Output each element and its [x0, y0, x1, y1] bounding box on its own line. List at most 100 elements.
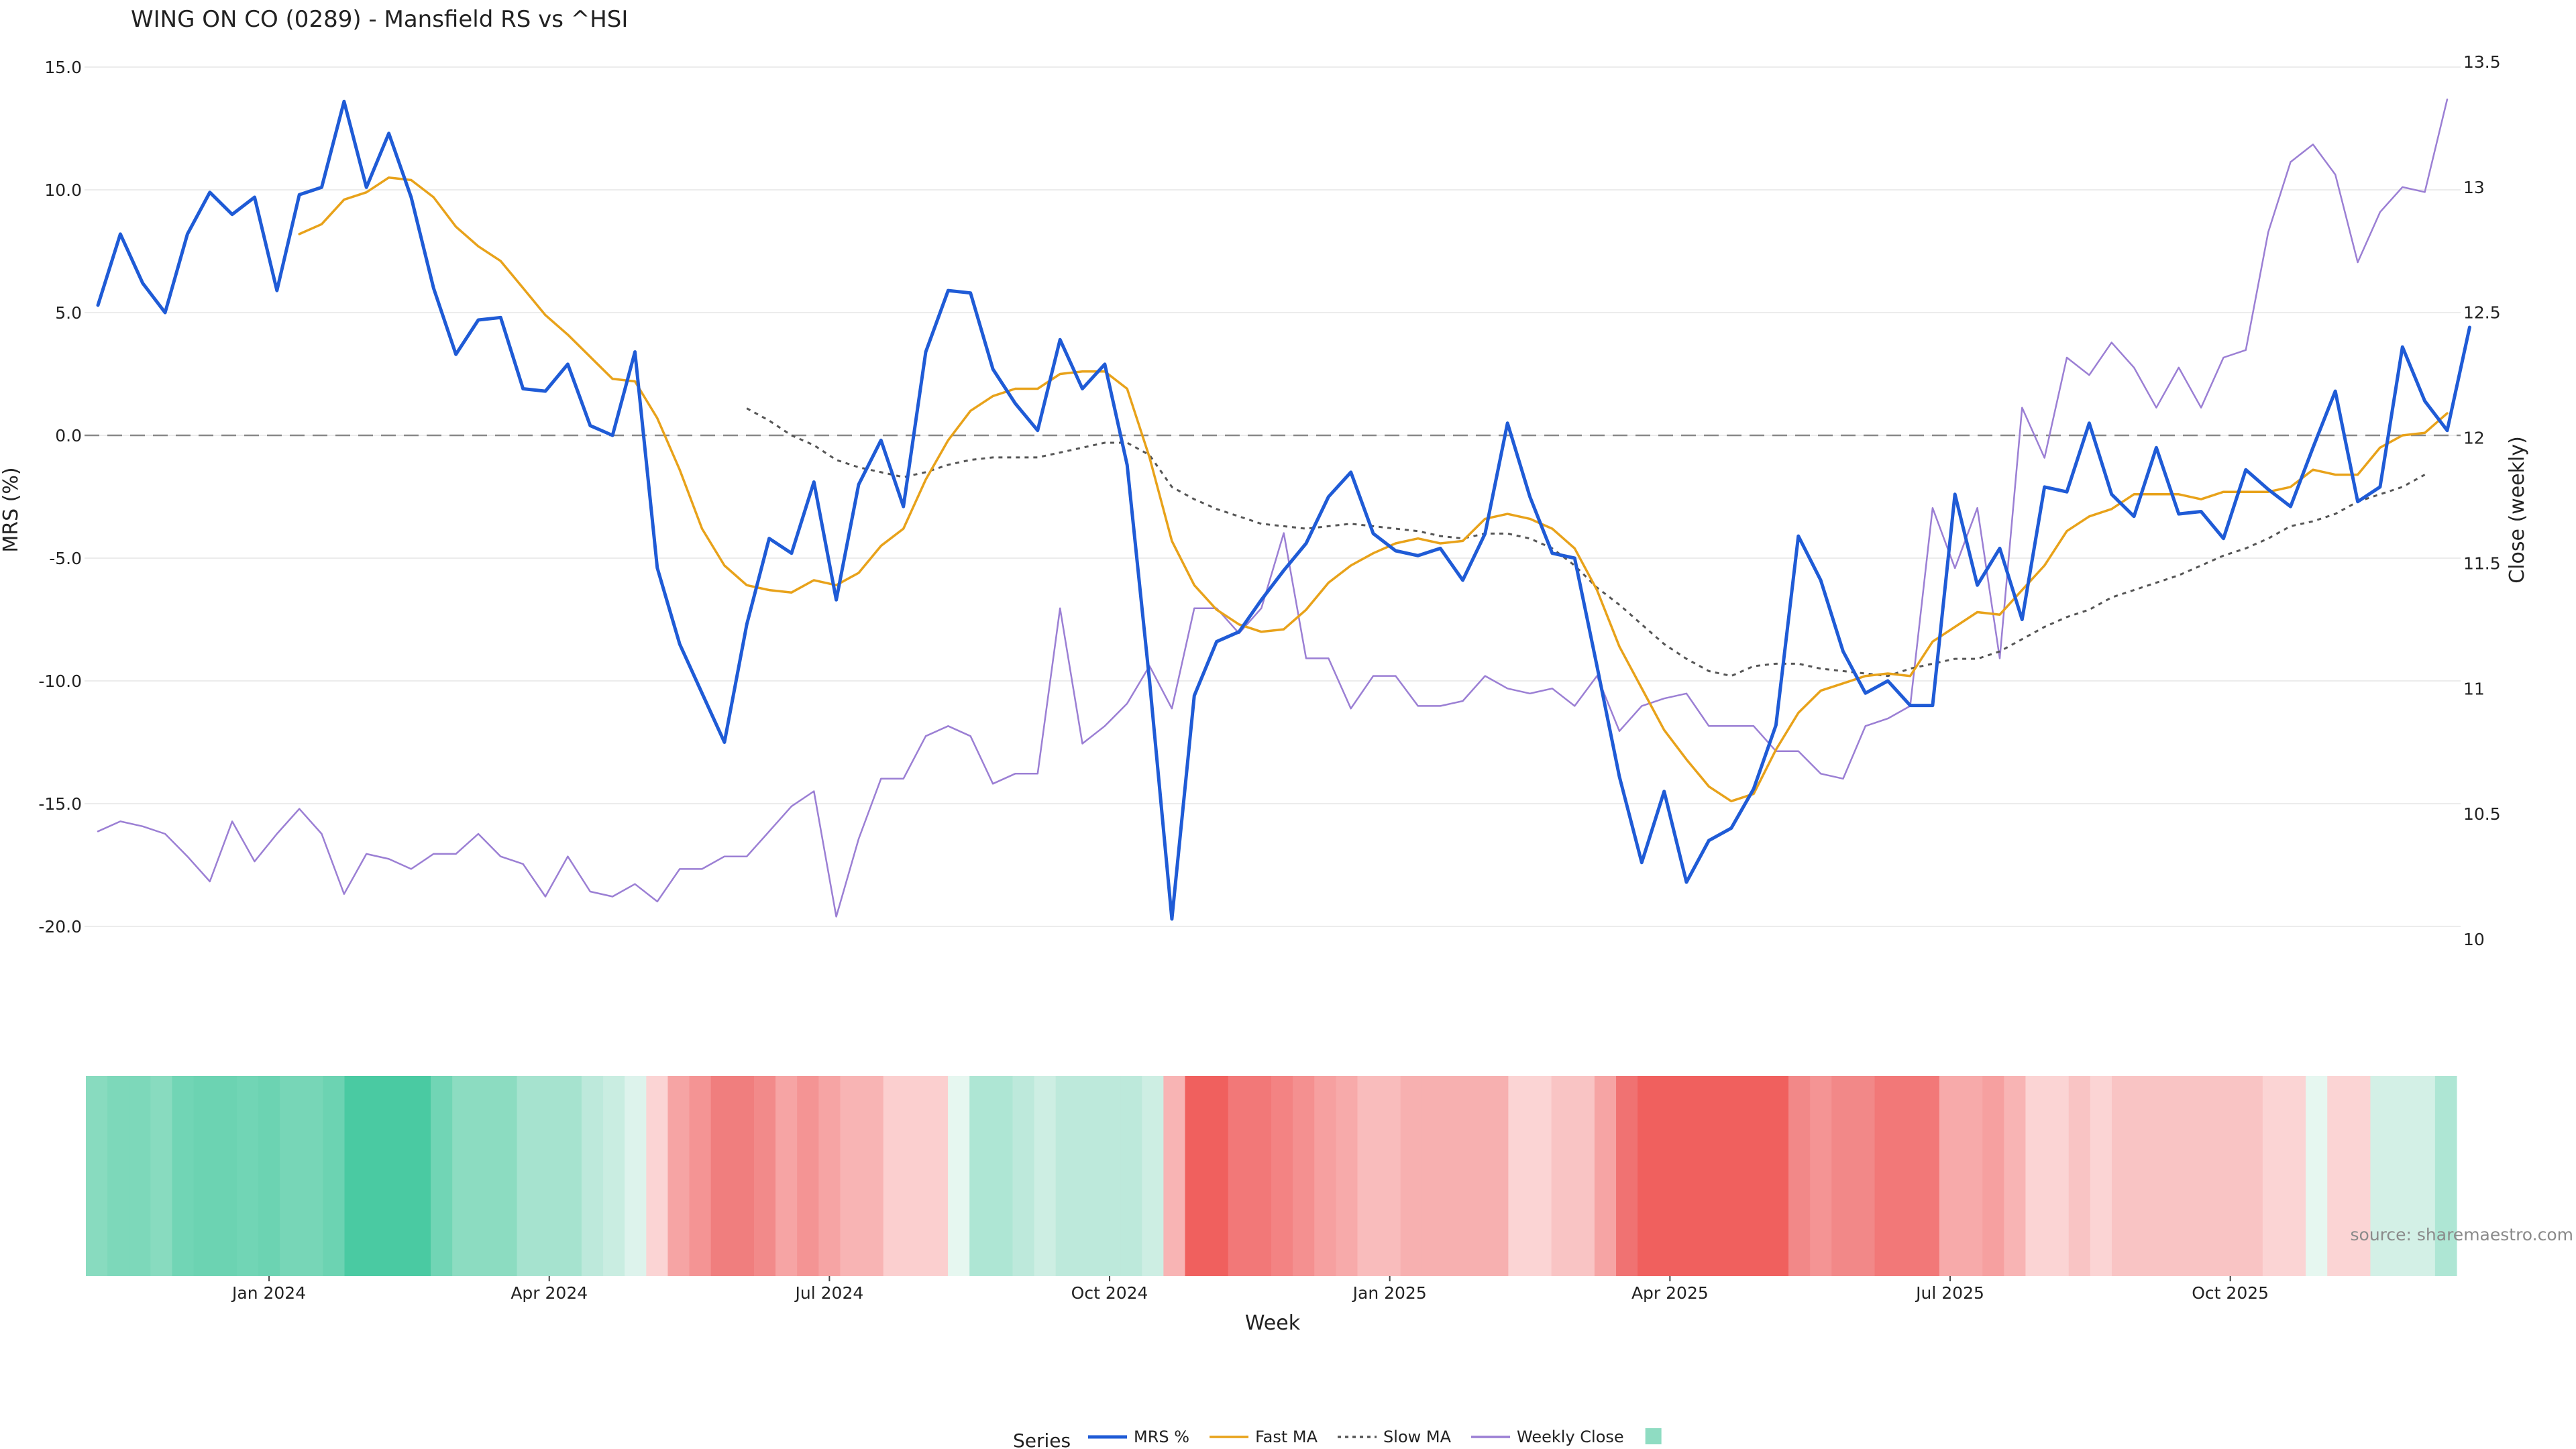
gridlines: [85, 66, 2461, 927]
heatmap-cell: [193, 1076, 216, 1276]
legend: Series MRS % Fast MA Slow MA Weekly Close: [1013, 1428, 1662, 1449]
heatmap-cell: [904, 1076, 927, 1276]
heatmap-cell: [1551, 1076, 1574, 1276]
heatmap-cell: [1098, 1076, 1121, 1276]
heatmap-cell: [1142, 1076, 1164, 1276]
heatmap-cell: [215, 1076, 237, 1276]
source-credit: source: sharemaestro.com: [2351, 1225, 2574, 1244]
heatmap-cell: [2025, 1076, 2048, 1276]
x-axis-label: Week: [1245, 1311, 1301, 1335]
heatmap-cell: [775, 1076, 798, 1276]
heatmap-cell: [2262, 1076, 2285, 1276]
x-axis-ticks: Jan 2024 Apr 2024 Jul 2024 Oct 2024 Jan 2025…: [231, 1276, 2269, 1303]
y-axis-label: MRS (%): [0, 467, 23, 552]
heatmap-cell: [387, 1076, 410, 1276]
y2-tick-label: 13: [2463, 178, 2485, 197]
y2-tick-label: 10.5: [2463, 804, 2501, 824]
series-line-mrs: [96, 99, 2471, 921]
x-tick-label: Apr 2025: [1631, 1283, 1709, 1303]
heatmap-cell: [1293, 1076, 1315, 1276]
heatmap-cell: [2176, 1076, 2199, 1276]
heatmap-cell: [2370, 1076, 2393, 1276]
heatmap-cell: [1572, 1076, 1595, 1276]
heatmap-cell: [883, 1076, 906, 1276]
right-axis-ticks: 13.5 13 12.5 12 11.5 11 10.5 10: [2463, 52, 2501, 949]
heatmap-cell: [452, 1076, 474, 1276]
heatmap-cell: [1444, 1076, 1466, 1276]
heatmap-cell: [1745, 1076, 1768, 1276]
heatmap-cell: [1465, 1076, 1487, 1276]
heatmap-cell: [667, 1076, 690, 1276]
heatmap-cell: [431, 1076, 453, 1276]
y-tick-label: -20.0: [38, 917, 82, 936]
heatmap-cell: [2090, 1076, 2112, 1276]
chart-title: WING ON CO (0289) - Mansfield RS vs ^HSI: [131, 6, 628, 33]
heatmap-cell: [2198, 1076, 2220, 1276]
heatmap-cell: [1939, 1076, 1962, 1276]
heatmap-cell: [1594, 1076, 1617, 1276]
heatmap-cell: [1206, 1076, 1229, 1276]
heatmap-cell: [1638, 1076, 1660, 1276]
heatmap-cell: [1055, 1076, 1078, 1276]
heatmap-cell: [625, 1076, 647, 1276]
heatmap-cell: [2047, 1076, 2070, 1276]
series-line-fast-ma: [298, 176, 2449, 803]
heatmap-cell: [2306, 1076, 2328, 1276]
y-tick-label: 15.0: [44, 58, 82, 77]
heatmap-cell: [2004, 1076, 2027, 1276]
heatmap-cell: [710, 1076, 733, 1276]
heatmap-cell: [301, 1076, 323, 1276]
heatmap-cell: [1120, 1076, 1142, 1276]
heatmap-cell: [581, 1076, 604, 1276]
heatmap-cell: [2219, 1076, 2242, 1276]
heatmap-cell: [1249, 1076, 1272, 1276]
y-tick-label: -10.0: [38, 672, 82, 691]
x-tick-label: Oct 2024: [1071, 1283, 1148, 1303]
heatmap-cell: [474, 1076, 496, 1276]
heatmap-cell: [1077, 1076, 1099, 1276]
heatmap-cell: [1314, 1076, 1336, 1276]
heatmap-cell: [818, 1076, 841, 1276]
heatmap-cell: [2155, 1076, 2177, 1276]
x-tick-label: Jan 2025: [1352, 1283, 1427, 1303]
x-tick-label: Oct 2025: [2192, 1283, 2269, 1303]
series-line-slow-ma: [746, 407, 2426, 678]
heatmap-cell: [991, 1076, 1014, 1276]
heatmap-cell: [1487, 1076, 1509, 1276]
y-tick-label: 0.0: [55, 426, 82, 445]
y2-tick-label: 10: [2463, 930, 2485, 949]
heatmap-cell: [1616, 1076, 1638, 1276]
heatmap-cell: [1723, 1076, 1746, 1276]
heatmap-cell: [129, 1076, 151, 1276]
x-tick-label: Jul 2024: [794, 1283, 864, 1303]
heatmap-cell: [603, 1076, 625, 1276]
legend-title: Series: [1013, 1430, 1071, 1449]
heatmap-cell: [1853, 1076, 1876, 1276]
legend-item-label: Fast MA: [1255, 1428, 1318, 1446]
legend-item-label: Weekly Close: [1517, 1428, 1624, 1446]
heatmap-cell: [323, 1076, 345, 1276]
heatmap-cell: [495, 1076, 518, 1276]
heatmap-cell: [1012, 1076, 1035, 1276]
heatmap-cell: [2284, 1076, 2306, 1276]
heatmap-cell: [1228, 1076, 1250, 1276]
y-tick-label: -5.0: [49, 549, 82, 568]
y2-tick-label: 13.5: [2463, 52, 2501, 72]
heatmap-cell: [150, 1076, 173, 1276]
heatmap-cell: [2111, 1076, 2134, 1276]
heatmap-cell: [753, 1076, 776, 1276]
heatmap-cell: [1766, 1076, 1789, 1276]
heatmap-cell: [1336, 1076, 1358, 1276]
heatmap-cell: [236, 1076, 259, 1276]
heatmap-cell: [1702, 1076, 1725, 1276]
heatmap-cell: [1917, 1076, 1940, 1276]
heatmap-cell: [538, 1076, 561, 1276]
heatmap-cell: [1982, 1076, 2004, 1276]
heatmap-cell: [1831, 1076, 1854, 1276]
y2-tick-label: 11.5: [2463, 553, 2501, 573]
heatmap-cell: [2133, 1076, 2155, 1276]
heatmap-cell: [172, 1076, 195, 1276]
heatmap-cell: [86, 1076, 108, 1276]
heatmap-cell: [926, 1076, 949, 1276]
